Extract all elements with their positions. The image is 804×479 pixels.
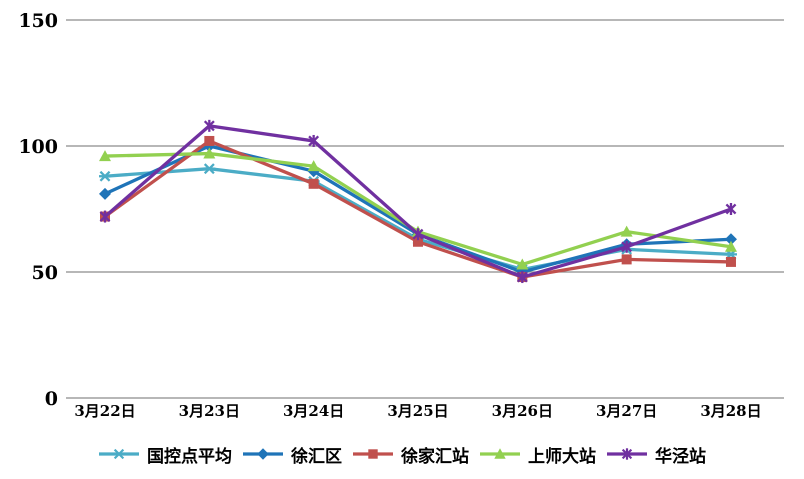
asterisk-horizontal-marker-icon [203, 163, 215, 175]
x-axis-tick-label: 3月23日 [179, 402, 240, 420]
triangle-marker-icon [203, 147, 216, 159]
diamond-marker-icon [99, 187, 111, 200]
legend-label: 上师大站 [528, 446, 596, 467]
x-axis-tick-label: 3月25日 [387, 402, 448, 420]
asterisk-vertical-marker-icon [99, 211, 111, 222]
x-axis-tick-label: 3月22日 [74, 402, 135, 420]
asterisk-horizontal-marker-icon [99, 170, 111, 182]
square-marker-icon [621, 254, 632, 265]
legend-item-1: 徐汇区 [242, 442, 342, 467]
y-axis-tick-label: 50 [32, 262, 58, 284]
x-axis-tick-label: 3月26日 [492, 402, 553, 420]
legend-swatch [243, 448, 283, 460]
legend-label: 国控点平均 [147, 446, 232, 467]
legend-swatch [353, 449, 393, 459]
x-axis-tick-label: 3月24日 [283, 402, 344, 420]
x-axis-tick-label: 3月27日 [596, 402, 657, 420]
series-line-1 [103, 144, 733, 274]
asterisk-horizontal-marker-icon [113, 448, 125, 460]
y-axis-tick-label: 100 [18, 136, 58, 158]
series-line-2 [103, 139, 733, 279]
legend-swatch [480, 448, 520, 459]
legend-label: 徐家汇站 [401, 446, 469, 467]
triangle-marker-icon [516, 258, 529, 270]
triangle-marker-icon [494, 448, 506, 459]
legend-item-3: 上师大站 [479, 442, 596, 467]
asterisk-vertical-marker-icon [412, 228, 424, 240]
chart-legend: 国控点平均 徐汇区 徐家汇站 上师大站 华泾站 [0, 438, 804, 470]
triangle-marker-icon [620, 225, 633, 237]
square-marker-icon [725, 256, 736, 267]
asterisk-vertical-marker-icon [516, 271, 528, 283]
legend-item-2: 徐家汇站 [352, 442, 469, 467]
legend-label: 徐汇区 [291, 446, 342, 467]
triangle-marker-icon [99, 150, 111, 162]
legend-label: 华泾站 [655, 446, 706, 467]
square-marker-icon [368, 449, 378, 459]
legend-swatch [607, 448, 647, 460]
y-axis-tick-label: 150 [18, 10, 58, 32]
square-marker-icon [308, 178, 319, 189]
triangle-marker-icon [724, 240, 737, 252]
diamond-marker-icon [724, 233, 737, 246]
diamond-marker-icon [257, 448, 269, 460]
asterisk-vertical-marker-icon [725, 203, 737, 215]
square-marker-icon [204, 135, 215, 146]
asterisk-vertical-marker-icon [308, 135, 320, 147]
x-axis-tick-label: 3月28日 [700, 402, 761, 420]
y-axis-tick-label: 0 [45, 388, 58, 410]
asterisk-vertical-marker-icon [203, 120, 215, 132]
legend-swatch [99, 448, 139, 460]
asterisk-vertical-marker-icon [621, 241, 633, 253]
series-line-0 [103, 167, 733, 272]
square-marker-icon [412, 236, 423, 247]
legend-item-0: 国控点平均 [98, 442, 232, 467]
asterisk-vertical-marker-icon [621, 448, 633, 460]
triangle-marker-icon [307, 160, 320, 172]
legend-item-4: 华泾站 [606, 442, 706, 467]
